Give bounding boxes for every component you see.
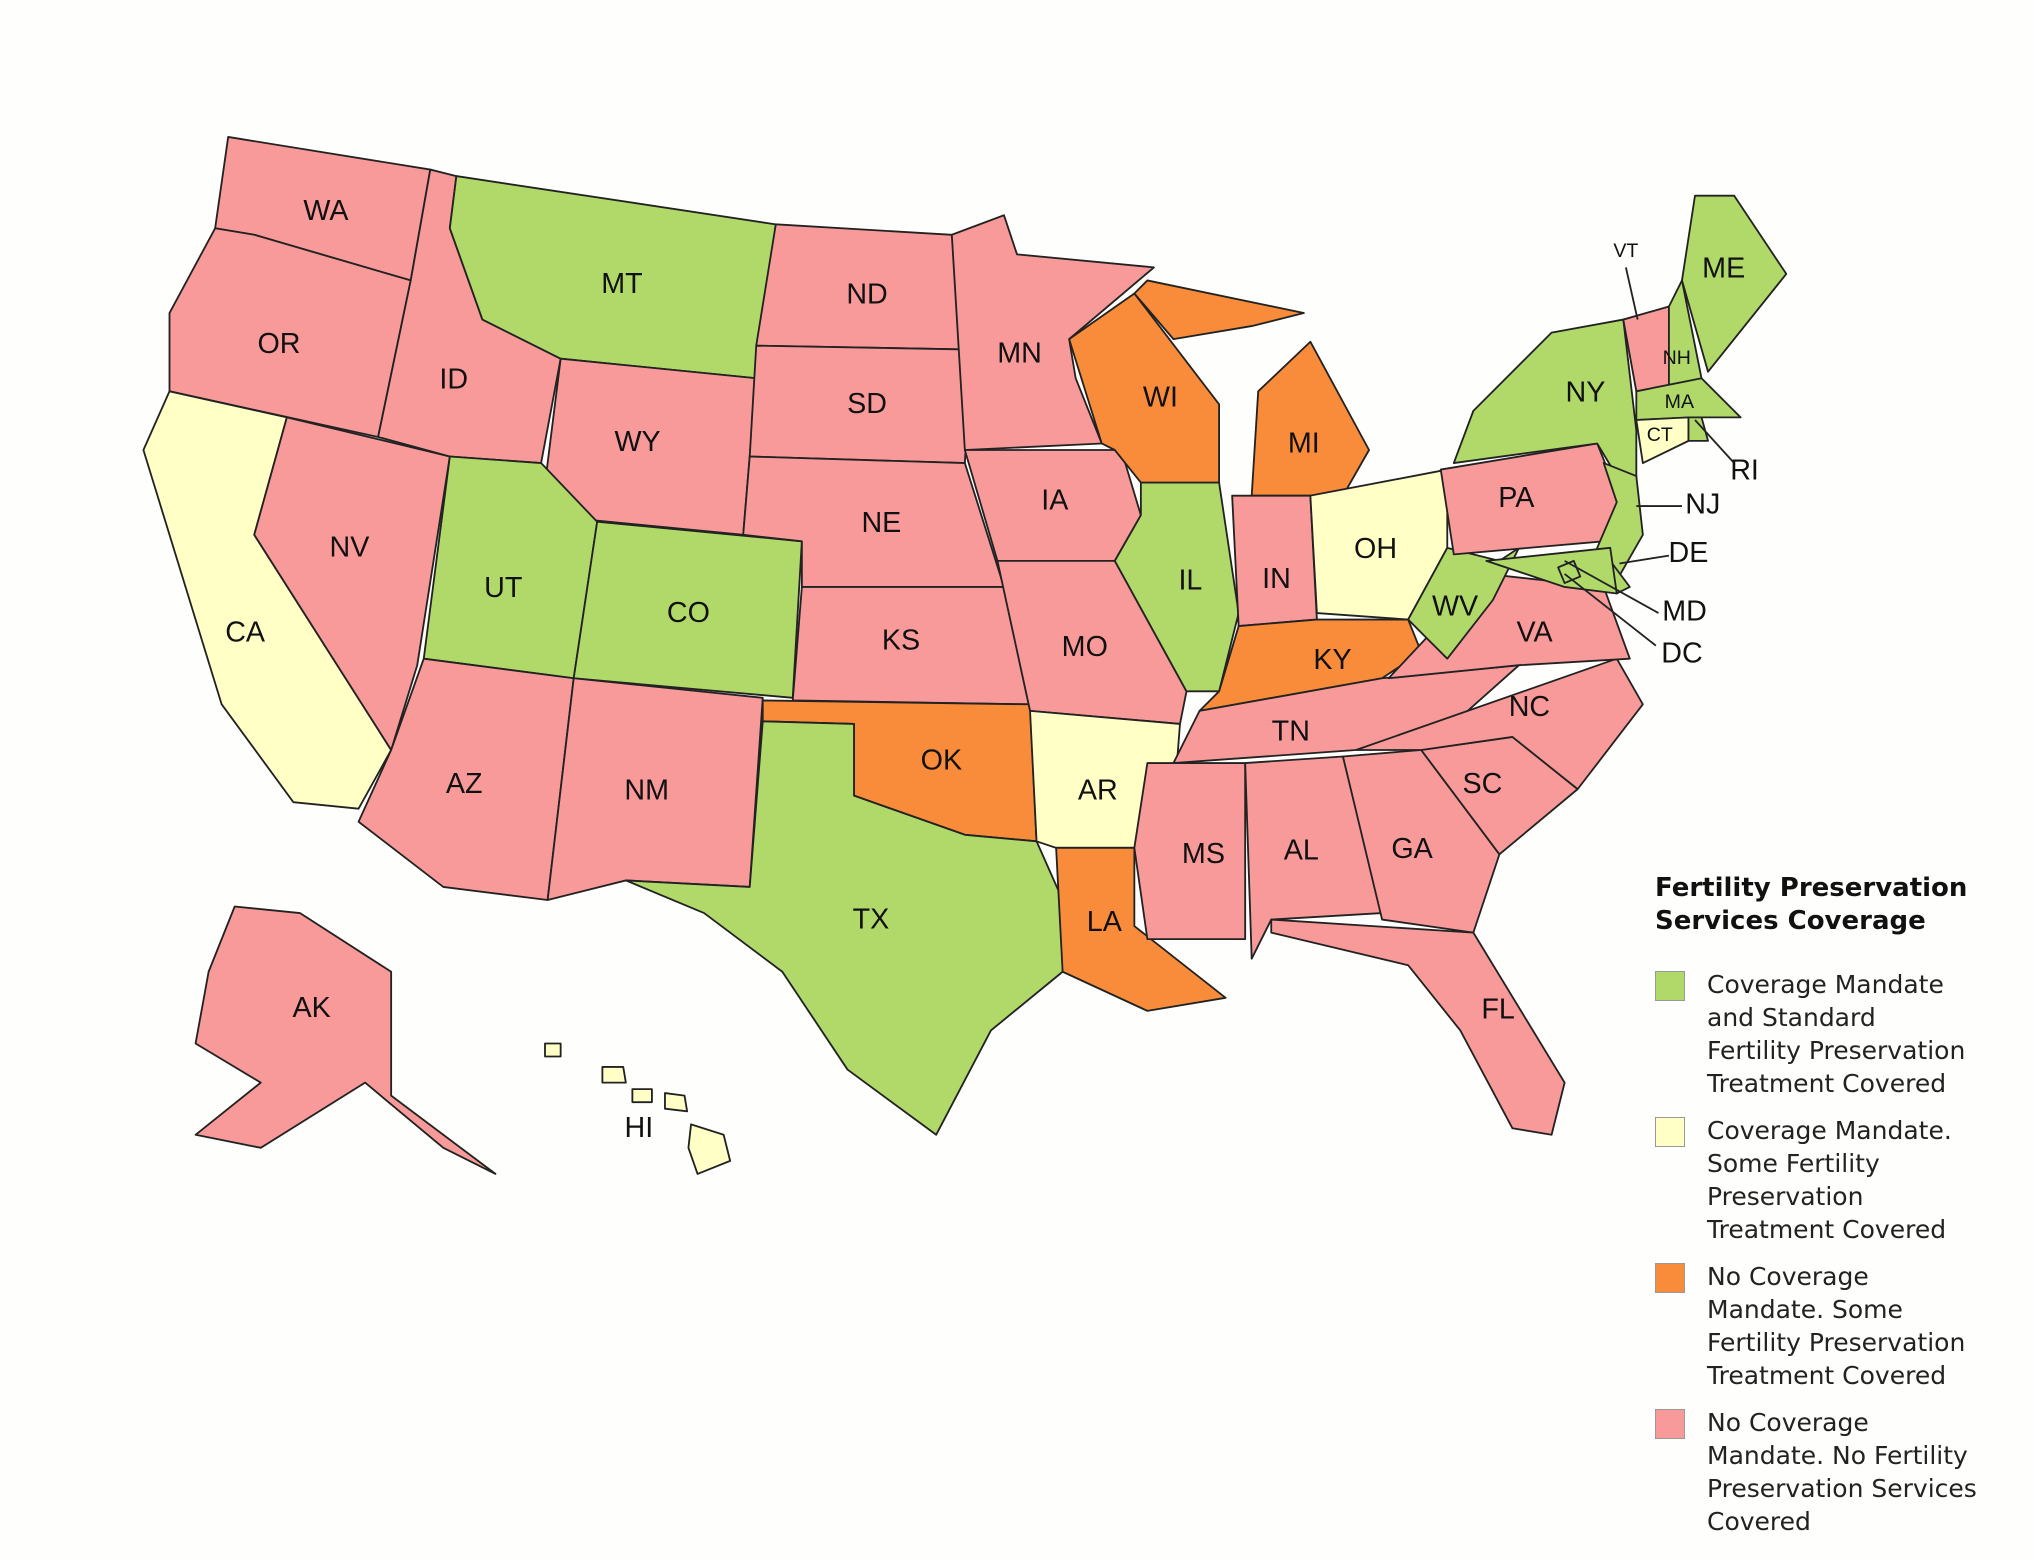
state-label-wy: WY [614, 426, 660, 458]
state-label-ga: GA [1391, 833, 1433, 865]
state-ny [1452, 318, 1638, 510]
state-label-ks: KS [882, 624, 920, 656]
state-ga [1342, 749, 1501, 934]
state-label-ok: OK [921, 744, 962, 776]
state-label-sc: SC [1463, 768, 1503, 800]
state-label-ne: NE [861, 507, 901, 539]
state-label-ak: AK [292, 992, 330, 1024]
state-label-la: LA [1087, 906, 1123, 938]
legend-swatch [1655, 1409, 1685, 1439]
state-label-nc: NC [1509, 691, 1550, 723]
leader-line [1694, 419, 1735, 464]
state-label-il: IL [1178, 564, 1202, 596]
state-label-ky: KY [1313, 644, 1351, 676]
state-label-nh: NH [1663, 347, 1691, 369]
legend-item-no-mandate-none: No Coverage Mandate. No Fertility Preser… [1655, 1406, 2015, 1538]
state-label-tx: TX [853, 903, 890, 935]
state-ri [1687, 416, 1709, 442]
legend-swatch [1655, 971, 1685, 1001]
state-label-mt: MT [601, 268, 642, 300]
state-label-ar: AR [1078, 774, 1118, 806]
state-label-or: OR [258, 328, 301, 360]
state-label-nd: ND [846, 279, 887, 311]
legend-swatch [1655, 1117, 1685, 1147]
leader-line [1619, 554, 1670, 565]
state-label-de: DE [1669, 537, 1709, 569]
state-label-va: VA [1517, 616, 1554, 648]
legend-label: Coverage Mandate and Standard Fertility … [1707, 970, 1966, 1098]
state-label-nj: NJ [1685, 489, 1720, 521]
state-label-mi: MI [1288, 427, 1320, 459]
state-label-sd: SD [847, 388, 887, 420]
state-hi [544, 1042, 732, 1175]
state-label-co: CO [667, 597, 710, 629]
state-in [1231, 494, 1318, 627]
state-label-id: ID [439, 363, 468, 395]
state-fl [1270, 918, 1566, 1136]
state-label-mn: MN [997, 337, 1042, 369]
legend-swatch [1655, 1263, 1685, 1293]
state-label-ri: RI [1730, 455, 1759, 487]
state-label-pa: PA [1498, 482, 1535, 514]
state-label-fl: FL [1481, 993, 1514, 1025]
state-label-ut: UT [484, 572, 522, 604]
state-label-nv: NV [330, 532, 371, 564]
legend-label: Coverage Mandate. Some Fertility Preserv… [1707, 1116, 1952, 1244]
state-label-wv: WV [1432, 590, 1479, 622]
state-label-mo: MO [1062, 631, 1108, 663]
state-label-oh: OH [1354, 533, 1397, 565]
state-me [1681, 194, 1788, 373]
state-label-ny: NY [1566, 376, 1606, 408]
legend-item-mandate-some: Coverage Mandate. Some Fertility Preserv… [1655, 1114, 2015, 1246]
legend: Fertility Preservation Services Coverage… [1655, 872, 2015, 1552]
state-ms [1133, 762, 1247, 941]
state-label-nm: NM [624, 774, 669, 806]
state-mo [996, 559, 1188, 725]
state-label-al: AL [1284, 834, 1319, 866]
state-label-tn: TN [1272, 716, 1310, 748]
state-label-wa: WA [303, 195, 349, 227]
state-label-ms: MS [1182, 838, 1225, 870]
state-tx [624, 720, 1064, 1136]
state-label-ct: CT [1647, 424, 1673, 446]
state-label-hi: HI [625, 1112, 654, 1144]
state-label-in: IN [1262, 563, 1291, 595]
state-label-ma: MA [1665, 391, 1694, 413]
state-md [1485, 546, 1618, 595]
state-ak [194, 905, 497, 1175]
state-label-dc: DC [1661, 637, 1702, 669]
state-label-vt: VT [1613, 240, 1638, 262]
state-label-me: ME [1702, 253, 1745, 285]
state-label-ca: CA [225, 616, 266, 648]
state-il [1113, 481, 1240, 693]
leader-line [1625, 267, 1639, 320]
legend-item-mandate-standard: Coverage Mandate and Standard Fertility … [1655, 968, 2015, 1100]
state-label-wi: WI [1143, 382, 1178, 414]
state-ma [1635, 377, 1742, 421]
legend-title: Fertility Preservation Services Coverage [1655, 873, 1968, 936]
leader-line [1564, 560, 1659, 614]
legend-item-no-mandate-some: No Coverage Mandate. Some Fertility Pres… [1655, 1260, 2015, 1392]
legend-label: No Coverage Mandate. No Fertility Preser… [1707, 1408, 1977, 1536]
state-label-md: MD [1662, 596, 1707, 628]
state-label-ia: IA [1041, 485, 1069, 517]
leader-line [1564, 573, 1657, 647]
state-label-az: AZ [446, 768, 483, 800]
state-al [1244, 755, 1383, 960]
legend-label: No Coverage Mandate. Some Fertility Pres… [1707, 1262, 1966, 1390]
